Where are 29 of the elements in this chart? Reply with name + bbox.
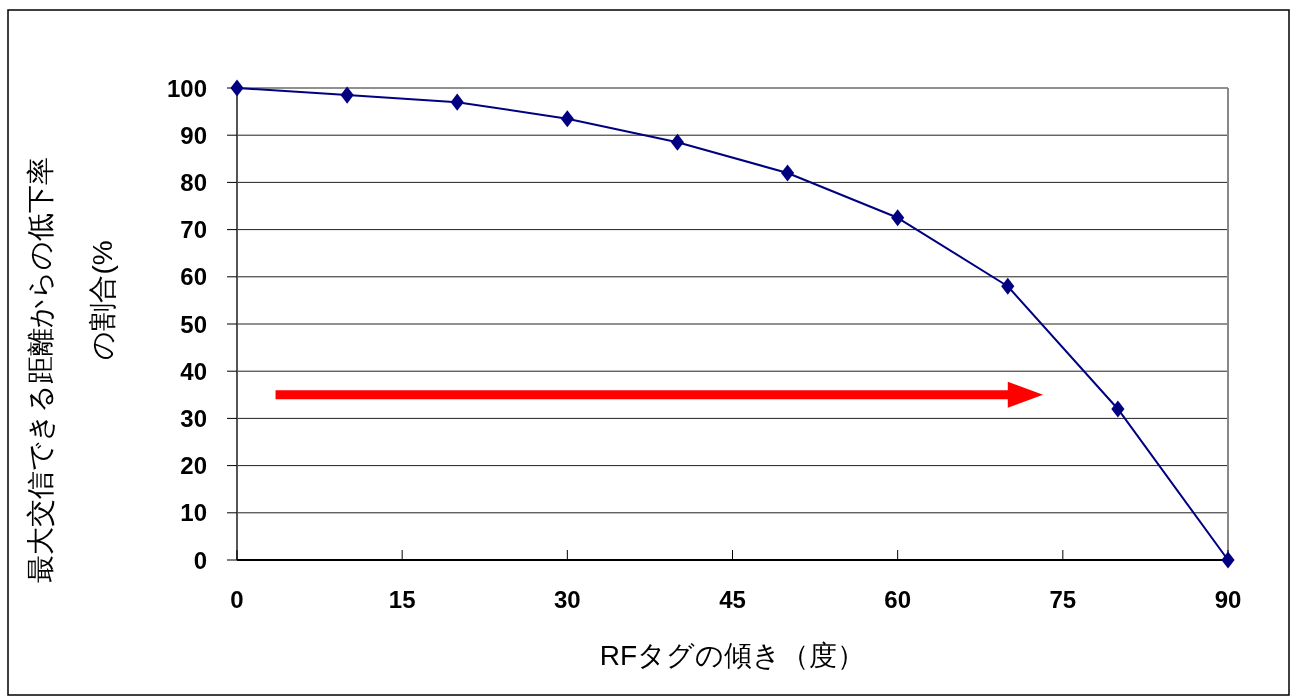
y-tick-label: 10: [180, 499, 207, 527]
x-tick-label: 30: [553, 586, 581, 613]
x-axis-title: RFタグの傾き（度）: [599, 640, 866, 671]
x-tick-label: 90: [1214, 586, 1242, 613]
point: [560, 110, 574, 128]
x-tick-label: 75: [1049, 586, 1077, 613]
y-axis-title: 最大交信できる距離からの低下率の割合(%: [25, 157, 118, 583]
y-tick-label: 60: [180, 263, 207, 291]
y-tick-label: 0: [193, 546, 207, 574]
point: [340, 86, 354, 104]
point: [891, 209, 905, 227]
y-tick-label: 80: [180, 168, 207, 196]
point: [230, 79, 244, 97]
x-tick-label: 0: [230, 586, 244, 613]
point: [1001, 277, 1015, 295]
y-tick-label: 20: [180, 452, 207, 480]
x-tick-label: 60: [884, 586, 912, 613]
y-tick-label: 70: [180, 216, 207, 244]
point: [450, 93, 464, 111]
y-tick-label: 30: [180, 404, 207, 432]
x-tick-label: 45: [719, 586, 746, 613]
y-tick-label: 90: [180, 121, 207, 149]
point: [780, 164, 795, 182]
point: [670, 133, 685, 151]
y-tick-label: 50: [180, 310, 207, 338]
x-tick-label: 15: [388, 586, 416, 613]
point: [1111, 400, 1125, 418]
y-tick-label: 100: [166, 74, 207, 102]
y-tick-label: 40: [180, 357, 207, 385]
